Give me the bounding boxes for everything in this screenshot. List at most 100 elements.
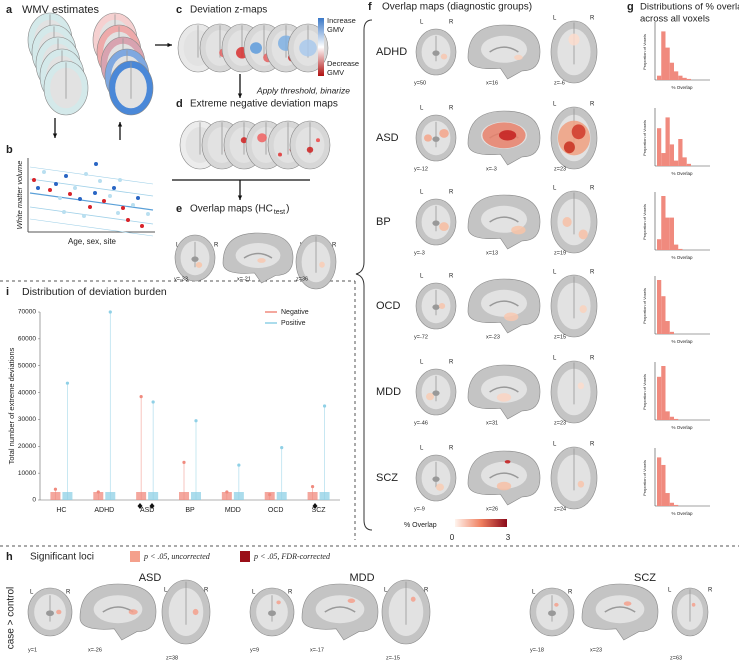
corpus <box>489 386 519 393</box>
legend-swatch <box>240 551 250 562</box>
slice-label: y=-12 <box>414 166 428 172</box>
brain-inner <box>480 289 528 317</box>
schematic-dot <box>93 191 97 195</box>
ventricle <box>268 610 276 617</box>
ventricle <box>432 304 440 310</box>
overlay-blob <box>623 601 632 606</box>
axis-title: Proportion of Voxels <box>642 288 647 324</box>
histogram-bar <box>669 62 674 80</box>
label: L <box>384 588 388 594</box>
schematic-dot <box>84 172 88 176</box>
legend-swatch <box>130 551 140 562</box>
label: L <box>252 590 256 596</box>
overlay-blob <box>562 217 572 227</box>
label: L <box>420 20 424 26</box>
overlay-blob <box>424 134 432 142</box>
label: R <box>568 590 573 596</box>
overlay-blob <box>577 382 585 390</box>
label: Decrease <box>327 59 359 68</box>
overlay-blob <box>514 54 523 60</box>
overlay-blob <box>436 483 444 491</box>
overlay-blob <box>498 130 517 141</box>
histogram-bar <box>678 248 683 250</box>
strip-cluster <box>148 492 159 500</box>
group-label: ASD <box>139 572 162 584</box>
label: R <box>708 588 713 594</box>
x-tick-label: ADHD <box>94 507 114 514</box>
brain-slice <box>43 60 89 116</box>
legend-label: Negative <box>281 309 309 316</box>
panel-letter: i <box>6 286 9 298</box>
slice-label: z=23 <box>554 420 566 426</box>
corpus <box>489 46 519 53</box>
label: L <box>420 446 424 452</box>
brain-inner <box>315 595 365 624</box>
colorbar <box>318 18 324 76</box>
schematic-dot <box>131 203 135 207</box>
axis-title: Proportion of Voxels <box>642 120 647 156</box>
histogram-bar <box>686 78 691 80</box>
schematic-dot <box>88 205 92 209</box>
group-label: ADHD <box>376 46 407 58</box>
histogram-bar <box>661 296 666 334</box>
overlay-blob <box>511 225 526 235</box>
slice-label: x=26 <box>486 506 498 512</box>
label: across all voxels <box>640 14 710 25</box>
label: y=-33 <box>174 276 188 282</box>
histogram-bar <box>665 117 670 166</box>
schematic-dot <box>73 186 77 190</box>
label: % Overlap <box>404 522 437 529</box>
label: Apply threshold, binarize <box>256 85 350 95</box>
strip-cluster <box>307 492 318 500</box>
histogram-bar <box>665 321 670 334</box>
strip-point <box>108 310 112 314</box>
strip-point <box>237 463 241 467</box>
schematic-dot <box>102 199 106 203</box>
schematic-dot <box>58 196 62 200</box>
x-tick-label: BP <box>185 507 195 514</box>
axis-title: White matter volume <box>15 161 24 230</box>
overlay-blob <box>496 393 512 402</box>
brain-slice <box>467 450 541 506</box>
slice-label: x=-17 <box>310 647 324 653</box>
strip-point <box>182 460 186 464</box>
label: R <box>449 190 454 196</box>
slice-label: z=-15 <box>386 655 400 661</box>
label: R <box>449 106 454 112</box>
panel-letter: e <box>176 203 182 215</box>
histogram-bar <box>669 502 674 506</box>
schematic-dot <box>108 194 112 198</box>
overlay-blob <box>504 460 511 464</box>
group-label: BP <box>376 216 391 228</box>
histogram-bar <box>678 139 683 166</box>
label: R <box>449 360 454 366</box>
overlay-blob <box>257 133 267 143</box>
brain-slice <box>550 106 598 170</box>
corpus <box>604 606 636 613</box>
brain-inner <box>480 461 528 489</box>
histogram-bar <box>669 331 674 334</box>
axis-title: Proportion of Voxels <box>642 460 647 496</box>
schematic-dot <box>146 212 150 216</box>
histogram-bar <box>661 366 666 420</box>
label: L <box>553 102 557 108</box>
x-tick-label: HC <box>56 507 66 514</box>
label: Significant loci <box>30 552 94 563</box>
overlay-blob <box>440 53 448 60</box>
strip-point <box>53 487 58 491</box>
label: R <box>590 186 595 192</box>
label: Overlap maps (HC <box>190 204 273 215</box>
brain-slice <box>550 20 598 84</box>
schematic-dot <box>68 192 72 196</box>
overlay-blob <box>438 303 446 309</box>
significance-marker <box>137 503 143 509</box>
brain-slice <box>27 587 73 637</box>
label: L <box>553 186 557 192</box>
label: p < .05, FDR-corrected <box>253 552 331 561</box>
brain-slice <box>415 114 457 162</box>
brain-slice <box>295 234 337 290</box>
panel-letter: b <box>6 144 13 156</box>
brain-slice <box>174 234 216 282</box>
arrow-head <box>52 133 58 138</box>
group-label: SCZ <box>376 472 398 484</box>
